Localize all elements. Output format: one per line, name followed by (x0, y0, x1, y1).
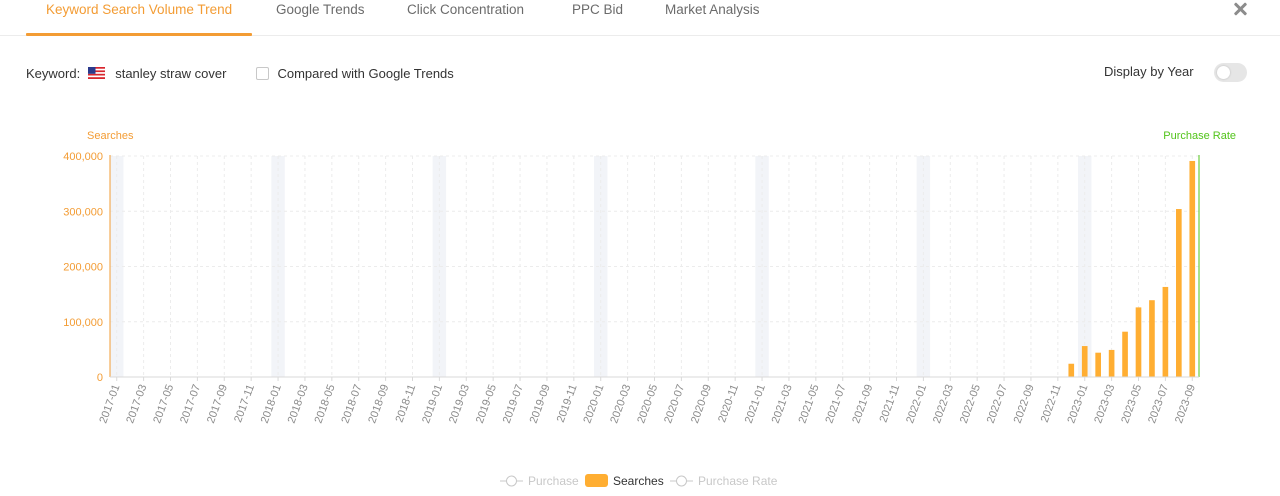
x-tick-label: 2017-03 (124, 383, 149, 425)
compare-google-trends-checkbox[interactable] (256, 66, 270, 80)
searches-bar[interactable] (1162, 286, 1169, 377)
x-tick-label: 2017-09 (205, 383, 230, 425)
x-tick-label: 2020-09 (689, 383, 714, 425)
tab-google-trends[interactable]: Google Trends (276, 2, 365, 17)
x-tick-label: 2021-01 (743, 383, 768, 425)
x-tick-label: 2018-01 (259, 383, 284, 425)
legend-label: Searches (613, 474, 664, 488)
x-tick-label: 2021-03 (770, 383, 795, 425)
x-tick-label: 2017-11 (232, 383, 257, 424)
x-tick-label: 2021-05 (797, 383, 822, 425)
y-axis-left-label: Searches (87, 130, 134, 142)
legend-item-searches[interactable]: Searches (585, 474, 664, 488)
legend-item-purchase-rate[interactable]: Purchase Rate (670, 474, 778, 488)
x-tick-label: 2022-01 (904, 383, 929, 425)
x-tick-label: 2018-03 (286, 383, 311, 425)
display-by-year-toggle[interactable] (1214, 63, 1247, 82)
tab-market-analysis[interactable]: Market Analysis (665, 2, 760, 17)
legend-marker-icon (676, 475, 687, 487)
x-tick-label: 2018-11 (394, 383, 419, 424)
x-tick-label: 2020-11 (716, 383, 741, 424)
compare-google-trends-label[interactable]: Compared with Google Trends (277, 65, 454, 81)
x-tick-label: 2019-03 (447, 383, 472, 425)
keyword-label: Keyword: (26, 65, 81, 81)
x-tick-label: 2022-11 (1039, 383, 1064, 424)
x-tick-label: 2022-07 (985, 383, 1010, 425)
x-tick-label: 2023-01 (1065, 383, 1090, 425)
x-tick-label: 2023-09 (1173, 383, 1198, 425)
x-tick-label: 2023-07 (1146, 383, 1171, 425)
legend-marker-icon (506, 475, 517, 487)
x-tick-label: 2021-07 (823, 383, 848, 425)
searches-bar[interactable] (1135, 307, 1142, 377)
x-tick-label: 2019-11 (555, 383, 580, 424)
searches-bars (1068, 160, 1196, 377)
x-tick-label: 2020-01 (581, 383, 606, 425)
keyword-toolbar: Keyword: stanley straw cover Compared wi… (26, 64, 454, 82)
legend-item-purchase[interactable]: Purchase (500, 474, 579, 488)
y-tick-label: 0 (97, 372, 103, 384)
chart-legend: Purchase Searches Purchase Rate (500, 474, 778, 488)
legend-label: Purchase (528, 474, 579, 488)
y-tick-label: 200,000 (63, 262, 103, 274)
x-tick-label: 2020-05 (635, 383, 660, 425)
x-tick-label: 2023-03 (1092, 383, 1117, 425)
y-axis-right-label: Purchase Rate (1163, 130, 1236, 142)
searches-bar[interactable] (1108, 349, 1115, 377)
x-tick-label: 2022-09 (1012, 383, 1037, 425)
x-tick-label: 2018-09 (366, 383, 391, 425)
x-tick-label: 2017-07 (178, 383, 203, 425)
x-tick-label: 2017-01 (97, 383, 122, 425)
toggle-knob (1217, 66, 1230, 79)
us-flag-icon (88, 67, 106, 79)
tab-keyword-search-volume-trend[interactable]: Keyword Search Volume Trend (26, 0, 253, 36)
x-tick-label: 2020-07 (662, 383, 687, 425)
searches-bar[interactable] (1068, 363, 1075, 377)
x-tick-label: 2022-03 (931, 383, 956, 425)
x-tick-label: 2023-05 (1119, 383, 1144, 425)
searches-bar[interactable] (1122, 331, 1128, 377)
x-tick-label: 2017-05 (151, 383, 176, 425)
x-tick-label: 2018-07 (339, 383, 364, 425)
tab-ppc-bid[interactable]: PPC Bid (572, 2, 624, 17)
tab-bar: Keyword Search Volume Trend Google Trend… (0, 0, 1280, 36)
legend-bar-icon (585, 474, 608, 487)
searches-bar[interactable] (1095, 352, 1101, 377)
x-tick-label: 2018-05 (313, 383, 338, 425)
x-tick-label: 2022-05 (958, 383, 983, 425)
searches-bar[interactable] (1081, 346, 1088, 377)
chart-grid (110, 155, 1199, 377)
x-tick-label: 2020-03 (608, 383, 633, 425)
searches-bar[interactable] (1189, 160, 1196, 377)
y-tick-label: 400,000 (63, 151, 103, 163)
tab-click-concentration[interactable]: Click Concentration (407, 2, 525, 17)
keyword-value: stanley straw cover (115, 65, 227, 81)
display-by-year-label: Display by Year (1104, 64, 1194, 79)
searches-bar[interactable] (1176, 209, 1182, 377)
x-tick-label: 2019-09 (528, 383, 553, 425)
x-tick-label: 2019-07 (501, 383, 526, 425)
x-tick-label: 2019-05 (474, 383, 499, 425)
x-tick-label: 2021-09 (850, 383, 875, 425)
y-tick-label: 300,000 (63, 206, 103, 218)
x-tick-label: 2019-01 (420, 383, 445, 425)
searches-bar[interactable] (1149, 300, 1155, 377)
y-tick-label: 100,000 (63, 317, 103, 329)
x-tick-label: 2021-11 (878, 383, 903, 424)
legend-label: Purchase Rate (698, 474, 778, 488)
